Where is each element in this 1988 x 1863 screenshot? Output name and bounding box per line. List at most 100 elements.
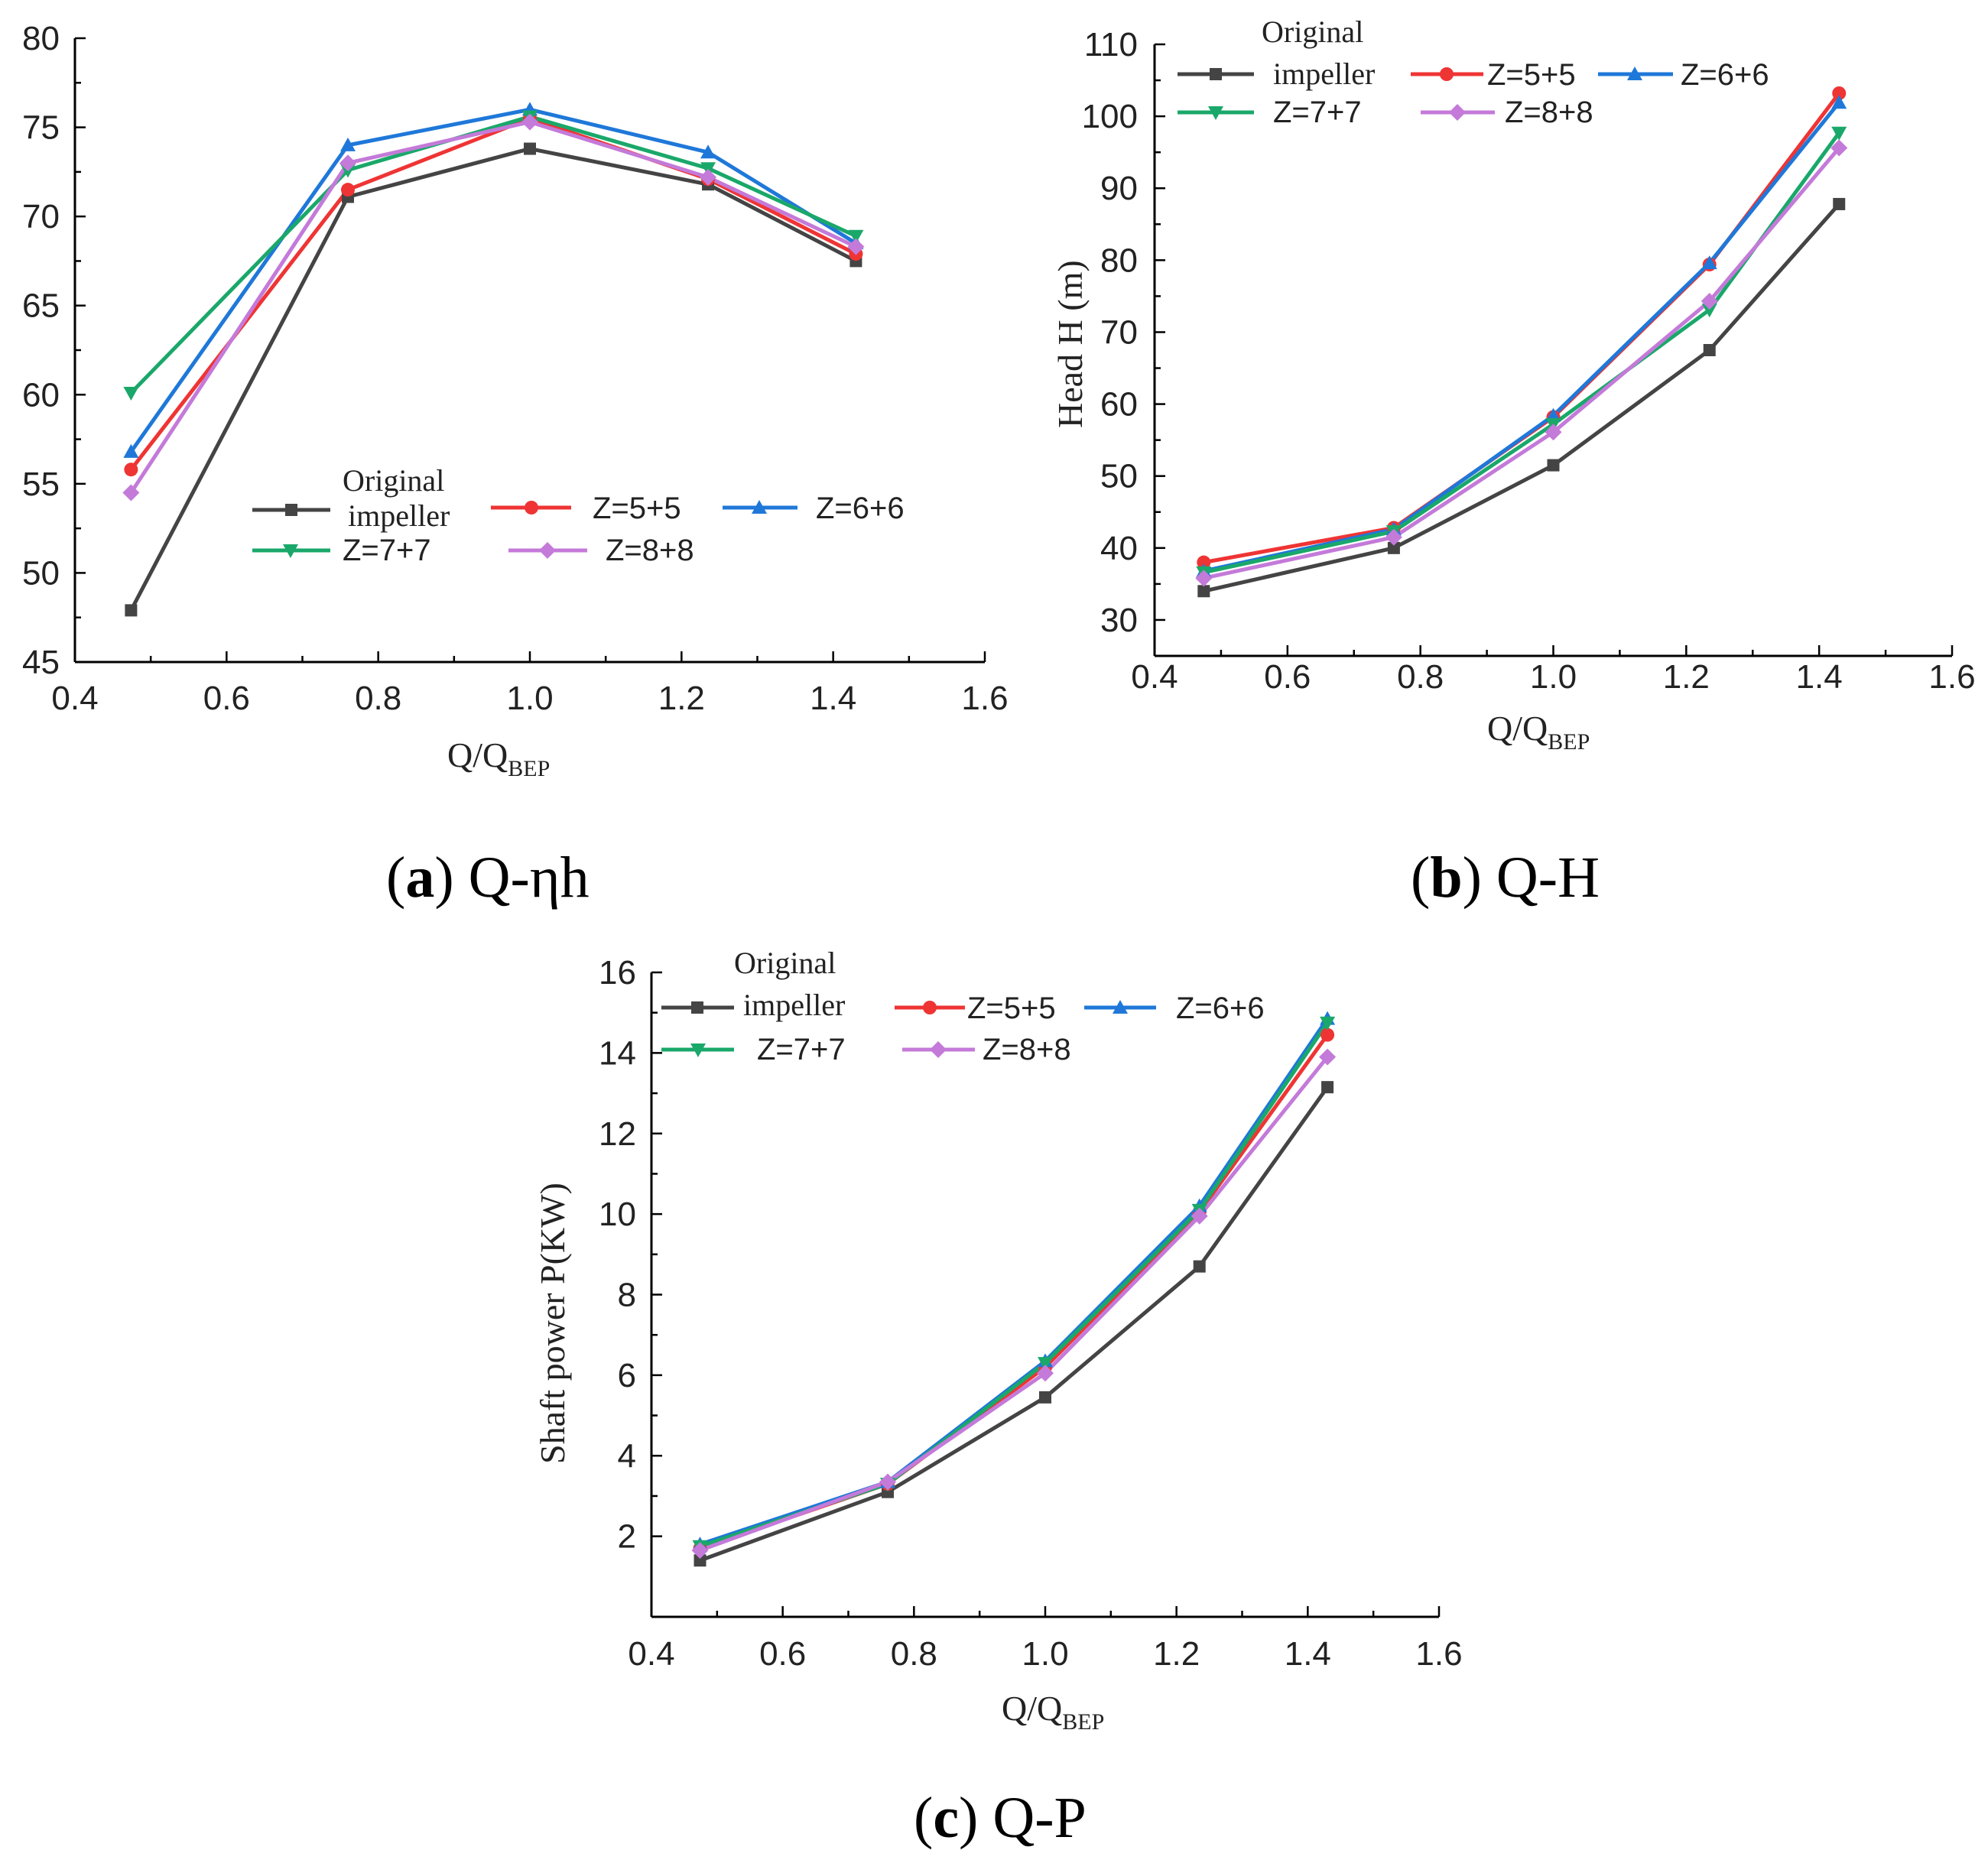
caption-c-letter: c	[933, 1786, 960, 1850]
chart-a-series-z8-point	[847, 238, 865, 255]
chart-b-legend-z7: Z=7+7	[1273, 96, 1362, 129]
chart-b-series-z8-point	[1385, 528, 1402, 546]
chart-b-y-axis-label: Head H (m)	[1051, 260, 1090, 428]
chart-a-legend-original-marker	[285, 504, 297, 516]
chart-a-x-axis-label: Q/QBEP	[447, 735, 550, 781]
chart-b-x-tick-label: 0.8	[1397, 658, 1444, 696]
chart-b-legend-z7-marker	[1208, 106, 1223, 120]
chart-c-legend-z7: Z=7+7	[757, 1033, 846, 1066]
chart-c-y-tick-label: 2	[618, 1518, 636, 1556]
chart-b-series-z5-point	[1197, 555, 1211, 570]
chart-b-legend-z5-marker	[1440, 67, 1454, 81]
chart-b-legend-z6: Z=6+6	[1681, 58, 1769, 92]
chart-c-series-z8-line	[699, 1056, 1330, 1553]
caption-a-letter: a	[405, 845, 435, 910]
chart-a-legend-z7-marker	[283, 544, 298, 558]
chart-a-legend-original-line1: Original	[343, 463, 444, 498]
chart-b-series-z6-line	[1203, 101, 1841, 573]
chart-a-series-z8-point	[122, 484, 140, 501]
chart-c-legend-z6-marker	[1113, 1000, 1128, 1014]
chart-c: 0.4 0.6 0.8 1.0 1.2 1.4 1.6 2 4 6 8 10 12 14 16 Q/QBEP…	[533, 946, 1463, 1735]
chart-b-x-tick-label: 1.2	[1663, 658, 1710, 696]
chart-b-y-tick-label: 100	[1082, 98, 1138, 135]
caption-b: (b) Q-H	[1411, 845, 1600, 910]
chart-a-series	[122, 102, 865, 617]
chart-c-series-z8-point	[1037, 1365, 1054, 1382]
chart-b-series-z5-line	[1203, 92, 1841, 565]
caption-c: (c) Q-P	[914, 1786, 1087, 1850]
chart-c-x-tick-label: 0.8	[891, 1635, 937, 1673]
chart-a-legend-z8-marker	[539, 542, 556, 559]
chart-c-series-original-point	[1039, 1391, 1051, 1404]
chart-c-series-original-point	[1321, 1081, 1334, 1094]
chart-c-series-original-point	[1193, 1260, 1206, 1273]
chart-c-legend-original-marker	[691, 1001, 703, 1014]
chart-a-legend-z8: Z=8+8	[606, 534, 694, 567]
chart-a-y-tick-label: 80	[22, 20, 60, 57]
chart-b-y-tick-label: 110	[1084, 26, 1138, 63]
chart-c-y-tick-label: 10	[599, 1196, 636, 1233]
chart-a-y-tick-label: 75	[22, 109, 60, 147]
chart-b-series-original-point	[1703, 344, 1716, 356]
chart-a-ticks: 0.4 0.6 0.8 1.0 1.2 1.4 1.6 45 50 55 60 65 70 75 80	[22, 20, 1009, 717]
chart-c-legend-z8: Z=8+8	[983, 1033, 1071, 1066]
chart-c-legend-z6: Z=6+6	[1176, 992, 1265, 1025]
chart-c-x-tick-label: 1.2	[1153, 1635, 1200, 1673]
chart-b-legend-original-line1: Original	[1262, 15, 1363, 49]
chart-c-y-tick-label: 14	[599, 1034, 636, 1072]
chart-c-y-tick-label: 12	[599, 1115, 636, 1153]
chart-b-x-tick-label: 1.6	[1928, 658, 1975, 696]
chart-c-y-tick-label: 8	[618, 1277, 636, 1314]
caption-a: (a) Q-ηh	[386, 845, 590, 910]
chart-b-x-axis-label-sub: BEP	[1548, 729, 1590, 755]
chart-c-series-z8-point	[1191, 1207, 1208, 1225]
chart-a-legend-original-line2: impeller	[348, 498, 450, 533]
chart-c-series-z5-line	[699, 1034, 1330, 1550]
chart-b-x-tick-label: 0.4	[1131, 658, 1178, 696]
chart-b-series-z6-point	[1701, 255, 1717, 270]
chart-b-x-tick-label: 1.4	[1796, 658, 1843, 696]
chart-b-x-axis-label-main: Q/Q	[1487, 709, 1548, 748]
chart-b-legend-original-marker	[1210, 68, 1222, 80]
chart-b-series	[1195, 86, 1848, 598]
chart-c-legend-original-line2: impeller	[743, 988, 845, 1022]
chart-b-series-z7-line	[1203, 131, 1841, 575]
chart-b-legend-original-line2: impeller	[1273, 57, 1375, 91]
chart-c-legend-z8-marker	[930, 1041, 947, 1058]
chart-a-x-axis-label-sub: BEP	[508, 756, 550, 781]
chart-a-y-tick-label: 55	[22, 466, 60, 503]
chart-a-series-original-line	[129, 147, 857, 612]
chart-a-x-axis-label-main: Q/Q	[447, 735, 508, 774]
chart-a-y-tick-label: 50	[22, 554, 60, 592]
chart-c-x-tick-label: 0.4	[628, 1635, 674, 1673]
chart-b-series-z8-line	[1203, 146, 1841, 580]
chart-a-y-tick-label: 45	[22, 644, 60, 681]
chart-c-x-axis-label: Q/QBEP	[1002, 1689, 1104, 1735]
chart-b-series-z7-point	[1701, 303, 1717, 318]
chart-c-legend-z5: Z=5+5	[967, 992, 1056, 1025]
chart-b-y-tick-label: 50	[1100, 458, 1138, 495]
chart-c-legend: Original impeller Z=5+5 Z=6+6 Z=7+7 Z=8+…	[661, 946, 1265, 1066]
caption-a-text: Q-ηh	[453, 845, 590, 910]
chart-b-series-z8-point	[1545, 424, 1562, 441]
chart-a-x-tick-label: 0.4	[51, 680, 98, 717]
chart-a-x-tick-label: 1.2	[658, 680, 705, 717]
chart-b-series-original-point	[1833, 197, 1846, 210]
chart-a-legend-z5-marker	[525, 501, 538, 514]
chart-c-series	[691, 1011, 1337, 1567]
chart-b-series-original-point	[1197, 585, 1210, 598]
chart-c-series-z8-point	[879, 1473, 896, 1491]
chart-b-series-z5-point	[1832, 86, 1847, 100]
chart-b-series-z8-point	[1195, 570, 1213, 587]
chart-a: 0.4 0.6 0.8 1.0 1.2 1.4 1.6 45 50 55 60 65 70 75 80 Q/…	[22, 20, 1009, 781]
chart-a-y-tick-label: 60	[22, 376, 60, 414]
chart-a-series-original-point	[524, 142, 536, 155]
chart-a-series-z5-line	[129, 116, 857, 471]
chart-a-series-z8-point	[700, 168, 717, 186]
chart-b-series-z6-point	[1831, 95, 1847, 109]
chart-a-series-z6-point	[123, 443, 139, 458]
chart-c-x-axis-label-sub: BEP	[1062, 1709, 1104, 1735]
chart-c-x-tick-label: 1.0	[1022, 1635, 1068, 1673]
chart-c-x-axis-label-main: Q/Q	[1002, 1689, 1062, 1728]
